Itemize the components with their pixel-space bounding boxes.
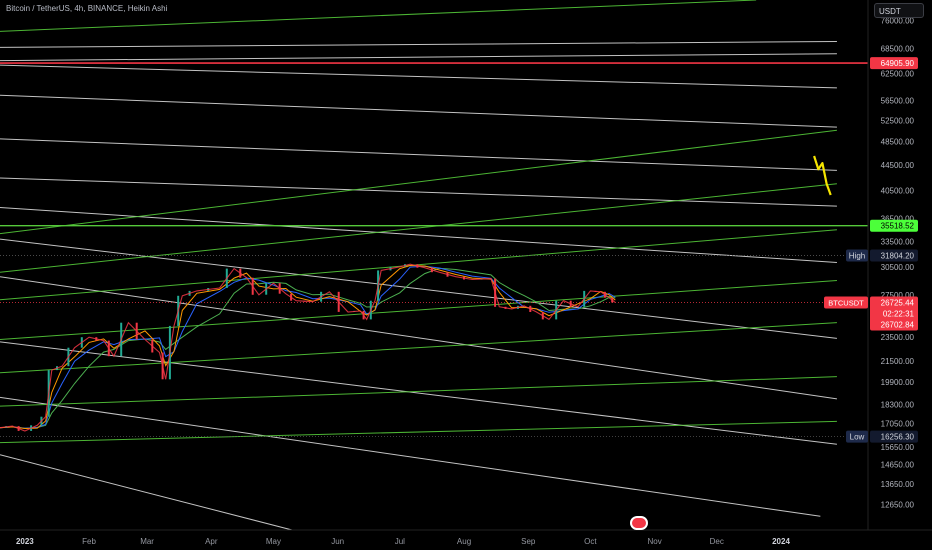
x-tick-label-8: Aug [457,537,471,546]
x-tick-label-7: Jul [395,537,405,546]
trend-line-19 [0,376,837,407]
y-tick-label-13: 23500.00 [881,333,915,342]
y-tick-label-21: 12650.00 [881,500,915,509]
trend-line-10 [0,276,837,400]
y-tick-label-4: 56500.00 [881,96,915,105]
trend-line-11 [0,341,837,445]
trend-line-3 [0,53,837,62]
trend-line-2 [0,41,837,48]
x-tick-label-13: 2024 [772,537,790,546]
high-value-badge-bg [870,249,918,262]
y-tick-label-19: 14650.00 [881,461,915,470]
x-tick-label-11: Nov [648,537,662,546]
y-tick-label-11: 30500.00 [881,263,915,272]
countdown-value: 02:22:31 [883,309,915,318]
y-tick-label-2: 68500.00 [881,45,915,54]
chart-style-label[interactable]: Heikin Ashi [127,4,168,13]
header-sep-1: , [69,4,75,13]
symbol-tag-label: BTCUSDT [828,298,864,307]
trend-line-1 [0,0,757,32]
y-tick-label-8: 40500.00 [881,186,915,195]
trend-line-9 [0,238,837,339]
trend-line-13 [0,454,293,531]
trend-line-20 [0,420,837,444]
trend-line-14 [0,129,837,235]
y-tick-label-6: 48500.00 [881,138,915,147]
y-tick-label-20: 13650.00 [881,480,915,489]
header-sep-2: , [83,4,88,13]
symbol-title[interactable]: Bitcoin / TetherUS [6,4,70,13]
currency-button[interactable]: USDT [874,3,924,18]
y-tick-label-18: 15650.00 [881,443,915,452]
trend-line-4 [0,64,837,89]
y-tick-label-15: 19900.00 [881,378,915,387]
chart-header: Bitcoin / TetherUS, 4h, BINANCE, Heikin … [6,4,167,13]
x-tick-label-5: May [266,537,281,546]
x-tick-label-6: Jun [331,537,344,546]
trend-line-5 [0,94,837,128]
upper-level-badge-bg [870,57,918,70]
y-tick-label-14: 21500.00 [881,357,915,366]
y-tick-label-17: 17050.00 [881,420,915,429]
current-price-value: 26725.44 [881,298,915,307]
x-tick-label-10: Oct [584,537,597,546]
trend-line-18 [0,322,837,374]
low-tag-label: Low [850,433,865,442]
trend-line-6 [0,138,837,171]
interval-label[interactable]: 4h [74,4,84,13]
high-value: 31804.20 [881,252,915,261]
high-tag-label: High [849,252,865,261]
low-value: 16256.30 [881,433,915,442]
y-tick-label-12: 27500.00 [881,291,915,300]
x-tick-label-12: Dec [710,537,724,546]
x-tick-label-4: Apr [205,537,218,546]
x-tick-label-2: Feb [82,537,96,546]
reference-price-value: 26702.84 [881,320,915,329]
y-tick-label-3: 62500.00 [881,69,915,78]
green-level-badge-bg [870,219,918,232]
x-tick-label-3: Mar [140,537,154,546]
moving-average-slow [0,267,616,429]
current-price-badge-bg [870,296,918,331]
trend-line-12 [0,396,821,517]
green-level-value: 35518.52 [881,222,915,231]
moving-average-fast [0,264,616,430]
price-line [0,263,616,432]
header-sep-3: , [123,4,128,13]
y-tick-label-7: 44500.00 [881,161,915,170]
upper-level-value: 64905.90 [881,59,915,68]
high-tag-bg [846,249,868,262]
x-tick-label-9: Sep [521,537,536,546]
y-tick-label-10: 33500.00 [881,238,915,247]
low-tag-bg [846,430,868,443]
low-value-badge-bg [870,430,918,443]
projection-line [813,155,832,196]
trend-line-7 [0,177,837,207]
moving-average-mid [0,265,616,429]
y-tick-label-5: 52500.00 [881,116,915,125]
us-flag-icon[interactable] [630,516,648,530]
trend-line-15 [0,183,837,273]
exchange-label: BINANCE [87,4,124,13]
x-tick-label-1: 2023 [16,537,34,546]
trend-line-16 [0,229,837,301]
y-tick-label-9: 36500.00 [881,214,915,223]
y-tick-label-16: 18300.00 [881,401,915,410]
symbol-tag-bg [824,296,868,309]
y-tick-label-1: 76000.00 [881,17,915,26]
trend-line-17 [0,279,837,340]
